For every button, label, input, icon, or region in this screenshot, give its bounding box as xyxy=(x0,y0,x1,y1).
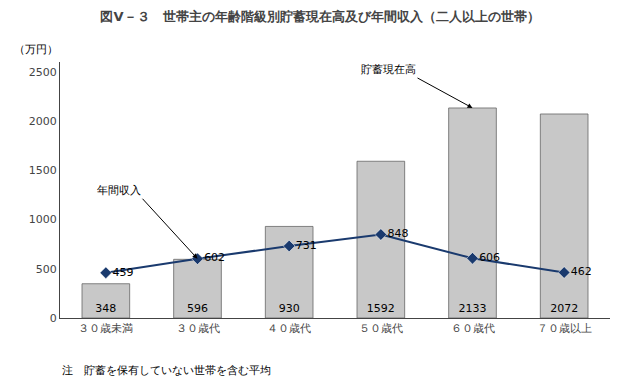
svg-text:2133: 2133 xyxy=(459,302,487,315)
svg-text:貯蓄現在高: 貯蓄現在高 xyxy=(361,63,416,76)
svg-text:３０歳代: ３０歳代 xyxy=(176,322,220,335)
svg-text:930: 930 xyxy=(279,302,300,315)
svg-text:注 貯蓄を保有していない世帯を含む平均: 注 貯蓄を保有していない世帯を含む平均 xyxy=(62,364,271,377)
svg-text:606: 606 xyxy=(479,251,500,264)
svg-text:６０歳代: ６０歳代 xyxy=(451,322,495,335)
svg-text:３０歳未満: ３０歳未満 xyxy=(78,322,133,335)
svg-text:図V－３ 世帯主の年齢階級別貯蓄現在高及び年間収入（二人以上: 図V－３ 世帯主の年齢階級別貯蓄現在高及び年間収入（二人以上の世帯） xyxy=(100,9,539,24)
svg-text:（万円）: （万円） xyxy=(14,43,58,56)
svg-text:1500: 1500 xyxy=(29,164,57,177)
svg-text:年間収入: 年間収入 xyxy=(97,184,141,197)
svg-text:４０歳代: ４０歳代 xyxy=(267,322,311,335)
svg-text:459: 459 xyxy=(112,266,133,279)
svg-text:2500: 2500 xyxy=(29,66,57,79)
svg-text:500: 500 xyxy=(36,263,57,276)
svg-text:602: 602 xyxy=(204,251,225,264)
svg-text:731: 731 xyxy=(296,239,317,252)
svg-text:2000: 2000 xyxy=(29,115,57,128)
svg-text:0: 0 xyxy=(50,312,57,325)
svg-text:1000: 1000 xyxy=(29,213,57,226)
svg-text:1592: 1592 xyxy=(367,302,395,315)
svg-text:596: 596 xyxy=(187,302,208,315)
svg-text:５０歳代: ５０歳代 xyxy=(359,322,403,335)
svg-text:７０歳以上: ７０歳以上 xyxy=(537,322,592,335)
svg-text:848: 848 xyxy=(387,227,408,240)
svg-text:348: 348 xyxy=(95,302,116,315)
svg-text:462: 462 xyxy=(571,265,592,278)
svg-text:2072: 2072 xyxy=(550,302,578,315)
